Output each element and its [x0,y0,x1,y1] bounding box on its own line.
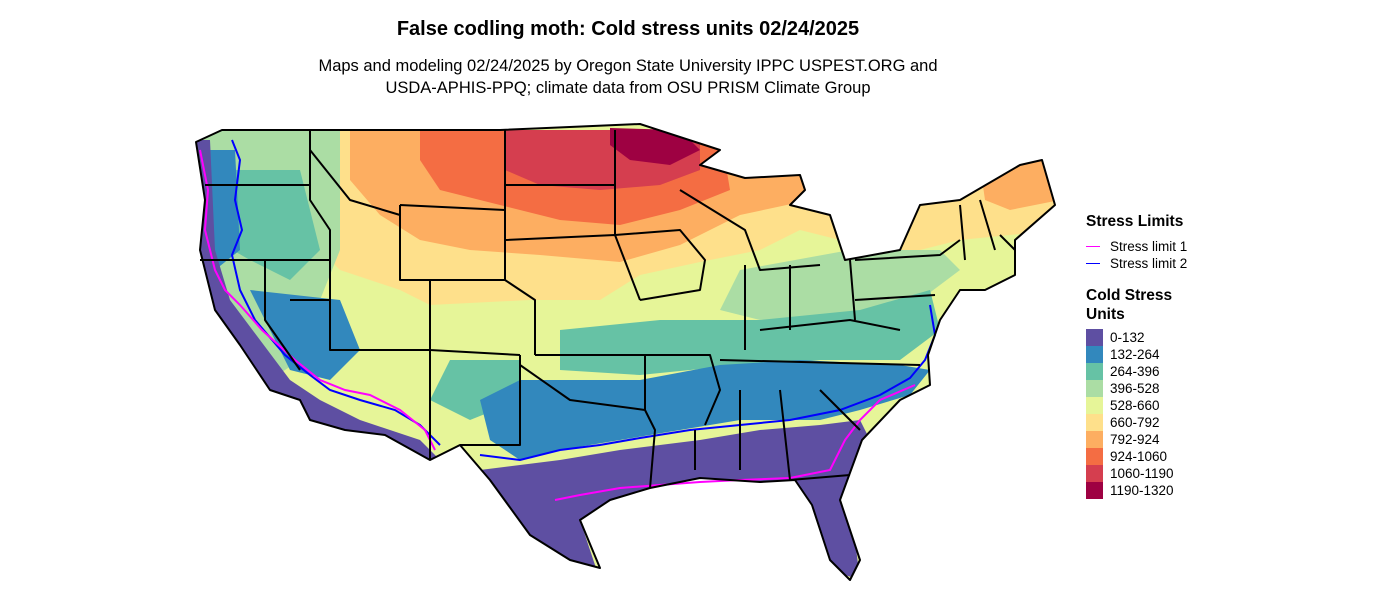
stress-limit-2-label: Stress limit 2 [1110,256,1188,271]
bin-label: 0-132 [1110,330,1145,345]
bin-label: 660-792 [1110,415,1160,430]
bin-label: 132-264 [1110,347,1160,362]
border-co-nm-h [429,280,521,356]
bin-entry: 792-924 [1086,431,1386,448]
legend: Stress Limits Stress limit 1 Stress limi… [1086,212,1386,499]
map-subtitle: Maps and modeling 02/24/2025 by Oregon S… [0,55,1256,99]
stress-limit-1-contours [199,149,916,501]
bin-entry: 528-660 [1086,397,1386,414]
stress-limits-list: Stress limit 1 Stress limit 2 [1086,238,1386,272]
bin-swatch [1086,380,1103,397]
stress-limit-1-west-coast [199,149,436,451]
border-mt-id [309,149,401,216]
bin-swatch [1086,448,1103,465]
stress-limit-1-entry: Stress limit 1 [1086,238,1386,255]
stress-limit-1-south [554,384,916,501]
map-title: False codling moth: Cold stress units 02… [396,18,860,40]
bin-label: 792-924 [1110,432,1160,447]
zone-264-396 [196,170,940,420]
bin-swatch [1086,431,1103,448]
state-boundaries [195,123,1056,581]
cold-stress-units-title: Cold Stress Units [1086,287,1173,323]
subtitle-line-2: USDA-APHIS-PPQ; climate data from OSU PR… [385,79,871,97]
bin-swatch [1086,329,1103,346]
bin-label: 396-528 [1110,381,1160,396]
bin-entry: 0-132 [1086,329,1386,346]
bin-label: 528-660 [1110,398,1160,413]
border-new-england [959,199,1016,261]
bin-swatch [1086,465,1103,482]
bin-label: 1190-1320 [1110,483,1174,498]
border-ia [614,229,706,301]
zone-1190-1320 [610,128,700,165]
border-pa-south [854,294,936,301]
subtitle-line-1: Maps and modeling 02/24/2025 by Oregon S… [318,57,938,75]
border-la-ms-al [694,389,791,481]
border-mo-ar [645,354,721,426]
us-outline [195,123,1056,581]
stress-limit-1-swatch [1086,245,1100,248]
border-tx-ok-ar [519,364,656,489]
bin-label: 264-396 [1110,364,1160,379]
border-wi-mi [679,189,821,271]
border-il-in-oh [744,259,856,350]
border-ga-fl [789,474,851,481]
bin-swatch [1086,346,1103,363]
bin-swatch [1086,482,1103,499]
bin-entry: 1190-1320 [1086,482,1386,499]
bin-entry: 1060-1190 [1086,465,1386,482]
border-co-ut-az-nm [329,260,431,460]
bin-swatch [1086,397,1103,414]
bin-label: 924-1060 [1110,449,1168,464]
stress-limit-2-entry: Stress limit 2 [1086,255,1386,272]
stress-limits-title: Stress Limits [1086,213,1184,230]
bin-swatch [1086,414,1103,431]
zone-132-264 [196,150,930,460]
border-nd-sd [504,130,536,355]
stress-limit-2-swatch [1086,262,1100,265]
border-ut-nv [265,259,330,301]
stress-limit-1-label: Stress limit 1 [1110,239,1188,254]
stress-limit-2-south [479,304,937,462]
bin-entry: 924-1060 [1086,448,1386,465]
cold-stress-bins: 0-132 132-264 264-396 396-528 528-660 66… [1086,329,1386,499]
bin-label: 1060-1190 [1110,466,1174,481]
bin-entry: 396-528 [1086,380,1386,397]
border-tx-nm [460,355,521,446]
border-nv-ca [264,260,301,371]
border-ga-sc [819,389,861,431]
bin-entry: 264-396 [1086,363,1386,380]
bin-entry: 132-264 [1086,346,1386,363]
zone-0-132 [196,140,870,580]
bin-swatch [1086,363,1103,380]
bin-entry: 660-792 [1086,414,1386,431]
border-pa-ny [854,239,961,261]
border-id-west [309,130,331,260]
